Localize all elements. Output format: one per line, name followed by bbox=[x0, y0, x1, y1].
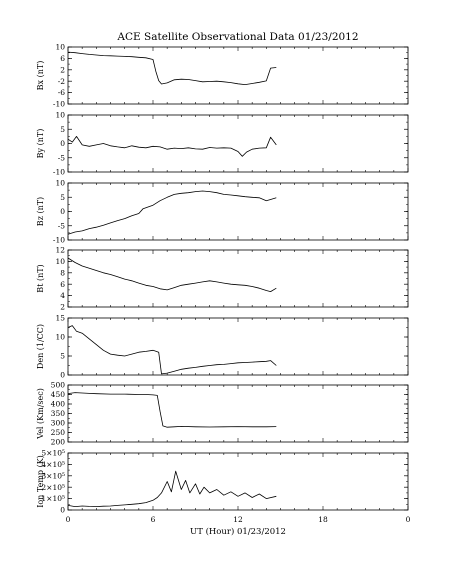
series-line bbox=[67, 190, 277, 235]
y-axis-label: Den (1/CC) bbox=[36, 324, 45, 369]
y-tick-label: 450 bbox=[51, 390, 66, 399]
panel-6: 5×10⁵ 4×10⁵ 3×10⁵ 2×10⁵ 1×10⁵ 0 Ion Temp (K) bbox=[36, 449, 409, 515]
x-tick-label: 18 bbox=[318, 515, 328, 524]
x-tick-label: 12 bbox=[233, 515, 243, 524]
y-tick-label: -5 bbox=[58, 153, 66, 162]
y-tick-label: 200 bbox=[51, 438, 66, 447]
y-tick-label: -10 bbox=[53, 168, 65, 177]
panel-frame bbox=[67, 384, 409, 443]
y-axis-label: Bx (nT) bbox=[36, 61, 45, 91]
panel-0: 10 6 2 -2 -6 -10 Bx (nT) bbox=[36, 43, 409, 109]
y-tick-label: 5×10⁵ bbox=[41, 449, 65, 458]
y-tick-label: 8 bbox=[60, 268, 65, 277]
y-tick-label: -10 bbox=[53, 100, 65, 109]
y-tick-label: 0 bbox=[60, 506, 65, 515]
y-tick-label: 0 bbox=[60, 139, 65, 148]
y-tick-label: 300 bbox=[51, 419, 66, 428]
y-tick-label: 5 bbox=[60, 352, 65, 361]
y-tick-label: 6 bbox=[60, 54, 65, 63]
y-tick-label: 5 bbox=[60, 125, 65, 134]
panel-frame bbox=[67, 452, 409, 511]
panel-frame bbox=[67, 317, 409, 376]
y-tick-label: 10 bbox=[55, 257, 65, 266]
x-axis-label: UT (Hour) 01/23/2012 bbox=[190, 526, 286, 537]
panel-frame bbox=[67, 249, 409, 308]
y-axis-label: Vel (Km/sec) bbox=[36, 388, 45, 440]
y-tick-label: 1×10⁵ bbox=[41, 494, 65, 503]
panel-1: 10 5 0 -5 -10 By (nT) bbox=[36, 111, 409, 177]
chart-title: ACE Satellite Observational Data 01/23/2… bbox=[116, 31, 358, 43]
y-tick-label: 4 bbox=[60, 291, 65, 300]
y-tick-label: -2 bbox=[58, 77, 66, 86]
y-tick-label: -6 bbox=[58, 88, 66, 97]
y-axis-label: Bz (nT) bbox=[36, 197, 45, 226]
panel-frame bbox=[67, 182, 409, 241]
y-tick-label: 0 bbox=[60, 371, 65, 380]
x-tick-label: 0 bbox=[66, 515, 71, 524]
x-tick-label: 0 bbox=[406, 515, 411, 524]
y-tick-label: -5 bbox=[58, 221, 66, 230]
panel-3: 12 10 8 6 4 2 Bt (nT) bbox=[36, 246, 409, 312]
series-line bbox=[67, 325, 277, 375]
y-tick-label: 10 bbox=[55, 111, 65, 120]
y-tick-label: 250 bbox=[51, 428, 66, 437]
series-line bbox=[67, 136, 277, 157]
y-tick-label: 10 bbox=[55, 333, 65, 342]
panel-4: 15 10 5 0 Den (1/CC) bbox=[36, 314, 409, 380]
panel-2: 10 5 0 -5 -10 Bz (nT) bbox=[36, 179, 409, 245]
y-tick-label: 15 bbox=[55, 314, 65, 323]
y-tick-label: -10 bbox=[53, 236, 65, 245]
y-tick-label: 6 bbox=[60, 280, 65, 289]
y-tick-label: 400 bbox=[51, 400, 66, 409]
y-tick-label: 5 bbox=[60, 193, 65, 202]
y-tick-label: 2×10⁵ bbox=[41, 483, 65, 492]
y-tick-label: 2 bbox=[60, 65, 65, 74]
series-line bbox=[67, 257, 277, 292]
x-tick-label: 6 bbox=[151, 515, 156, 524]
panels-group: 10 6 2 -2 -6 -10 Bx (nT) 10 5 0 -5 -10 By (nT) 10 5 0 -5… bbox=[36, 43, 411, 524]
y-axis-label: By (nT) bbox=[36, 129, 45, 159]
y-tick-label: 4×10⁵ bbox=[41, 460, 65, 469]
y-tick-label: 0 bbox=[60, 207, 65, 216]
panel-frame bbox=[67, 114, 409, 173]
y-tick-label: 500 bbox=[51, 381, 66, 390]
y-tick-label: 10 bbox=[55, 43, 65, 52]
series-line bbox=[67, 470, 277, 507]
series-line bbox=[67, 51, 277, 85]
series-line bbox=[67, 392, 277, 428]
y-tick-label: 3×10⁵ bbox=[41, 471, 65, 480]
y-axis-label: Ion Temp (K) bbox=[36, 455, 45, 508]
y-tick-label: 350 bbox=[51, 409, 66, 418]
panel-frame bbox=[67, 46, 409, 105]
y-axis-label: Bt (nT) bbox=[36, 264, 45, 292]
y-tick-label: 10 bbox=[55, 179, 65, 188]
y-tick-label: 2 bbox=[60, 303, 65, 312]
y-tick-label: 12 bbox=[55, 246, 65, 255]
